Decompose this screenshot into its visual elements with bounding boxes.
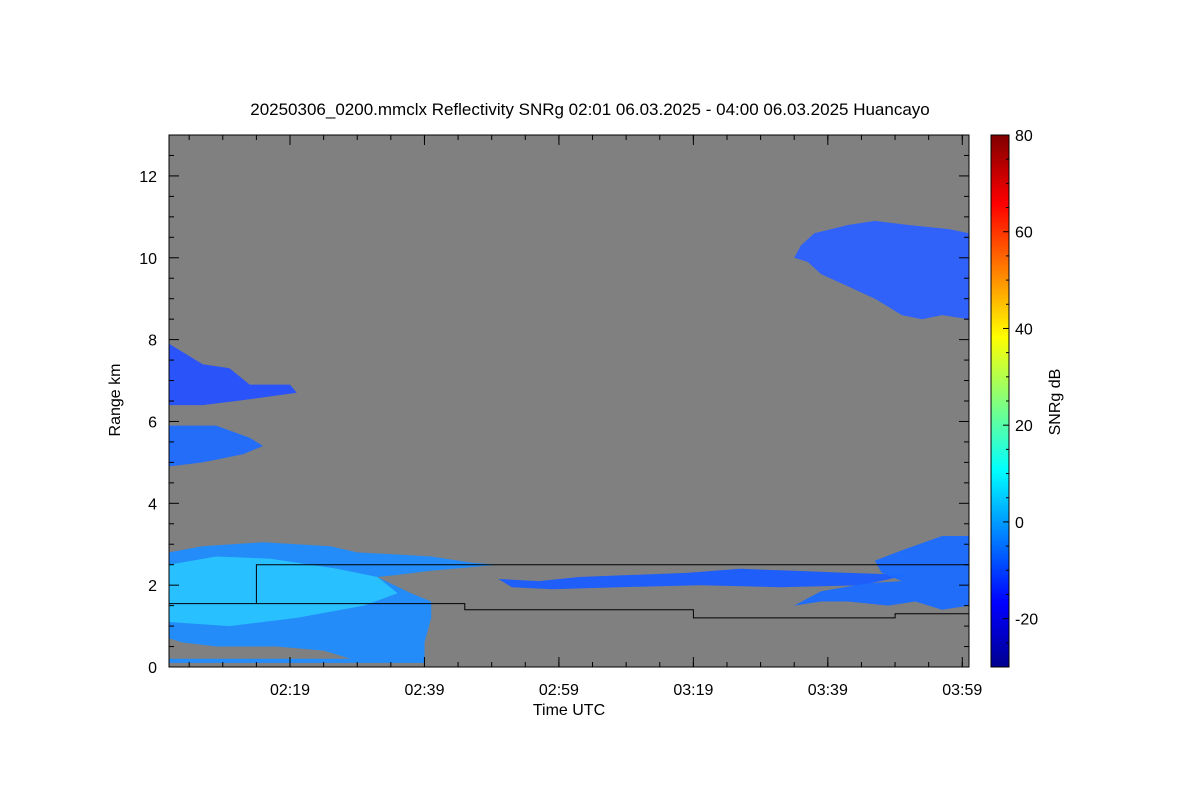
echo-low-cloud-core xyxy=(169,556,398,627)
colorbar: -20 0 20 40 60 80 xyxy=(990,128,1038,668)
y-tick-label: 12 xyxy=(139,169,157,186)
colorbar-tick-label: 60 xyxy=(1015,225,1033,242)
colorbar-tick-label: -20 xyxy=(1015,612,1038,629)
y-tick-label: 0 xyxy=(148,660,157,677)
x-tick-label: 03:59 xyxy=(942,682,982,699)
echo-high-cloud-right xyxy=(794,220,969,320)
x-tick-label: 02:19 xyxy=(270,682,310,699)
y-tick-label: 2 xyxy=(148,578,157,595)
x-tick-label: 03:39 xyxy=(808,682,848,699)
colorbar-tick-label: 0 xyxy=(1015,515,1024,532)
y-tick-label: 6 xyxy=(148,414,157,431)
x-axis-label: Time UTC xyxy=(533,702,605,719)
x-tick-label: 03:19 xyxy=(673,682,713,699)
y-tick-label: 10 xyxy=(139,251,157,268)
echo-low-cloud-right xyxy=(794,536,969,610)
echo-high-layer-left-1 xyxy=(169,343,297,406)
y-tick-label: 4 xyxy=(148,496,157,513)
echo-high-layer-left-2 xyxy=(169,425,264,467)
colorbar-tick-label: 20 xyxy=(1015,418,1033,435)
boundary-line xyxy=(169,564,970,619)
x-tick-label: 02:59 xyxy=(539,682,579,699)
x-axis: 02:19 02:39 02:59 03:19 03:39 03:59 xyxy=(188,135,982,699)
echo-clear-gap-left xyxy=(169,638,351,659)
colorbar-tick-label: 80 xyxy=(1015,128,1033,145)
y-axis: 0 2 4 6 8 10 12 xyxy=(139,134,969,677)
colorbar-label: SNRg dB xyxy=(1047,369,1064,436)
x-tick-label: 02:39 xyxy=(404,682,444,699)
colorbar-tick-label: 40 xyxy=(1015,321,1033,338)
chart-title: 20250306_0200.mmclx Reflectivity SNRg 02… xyxy=(250,100,930,119)
echo-mid-band-thin xyxy=(498,568,909,590)
y-axis-label: Range km xyxy=(107,364,124,437)
y-tick-label: 8 xyxy=(148,333,157,350)
plot-area xyxy=(168,134,970,668)
